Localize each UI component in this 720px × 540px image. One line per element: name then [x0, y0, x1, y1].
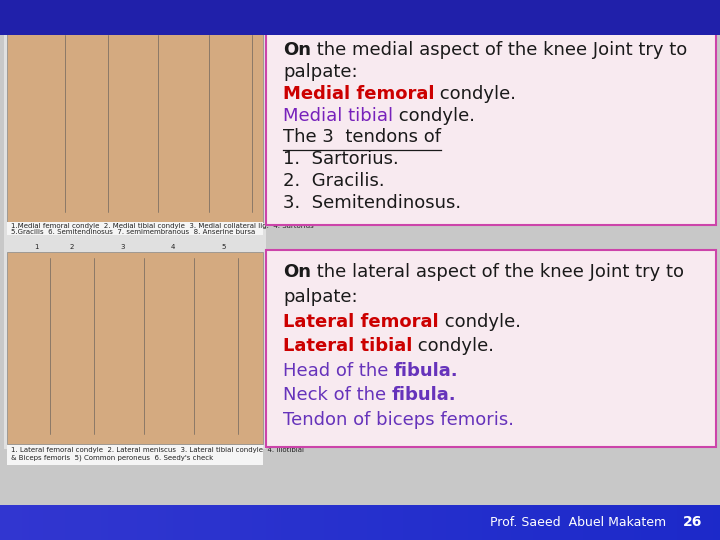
- Text: 26: 26: [683, 516, 702, 530]
- Text: 1.  Sartorius.: 1. Sartorius.: [283, 150, 399, 168]
- Text: 1: 1: [34, 244, 38, 250]
- Text: condyle.: condyle.: [393, 106, 475, 125]
- Bar: [7, 222, 263, 235]
- Text: 5: 5: [221, 244, 225, 250]
- Text: Neck of the: Neck of the: [283, 387, 392, 404]
- Text: & Biceps femoris  5) Common peroneus  6. Seedy's check: & Biceps femoris 5) Common peroneus 6. S…: [11, 455, 213, 461]
- Text: 3.  Semitendinosus.: 3. Semitendinosus.: [283, 194, 461, 212]
- Text: Medial femoral: Medial femoral: [283, 85, 434, 103]
- Text: Medial tibial: Medial tibial: [283, 106, 393, 125]
- Text: condyle.: condyle.: [413, 337, 495, 355]
- Text: condyle.: condyle.: [434, 85, 516, 103]
- Text: 4: 4: [185, 22, 189, 28]
- Text: Prof. Saeed  Abuel Makatem: Prof. Saeed Abuel Makatem: [490, 516, 666, 529]
- Text: fibula.: fibula.: [392, 387, 456, 404]
- Text: palpate:: palpate:: [283, 288, 358, 306]
- Text: 1: 1: [41, 22, 45, 28]
- Text: 2: 2: [84, 22, 89, 28]
- Text: 5: 5: [228, 22, 233, 28]
- FancyBboxPatch shape: [266, 250, 716, 447]
- Text: the medial aspect of the knee Joint try to: the medial aspect of the knee Joint try …: [311, 41, 687, 59]
- Text: On: On: [283, 264, 311, 281]
- Text: palpate:: palpate:: [283, 63, 358, 81]
- Text: 5.Gracilis  6. Semitendinosus  7. semimembranous  8. Anserine bursa: 5.Gracilis 6. Semitendinosus 7. semimemb…: [11, 230, 255, 235]
- Text: fibula.: fibula.: [394, 362, 459, 380]
- Bar: [7, 446, 263, 464]
- Text: the lateral aspect of the knee Joint try to: the lateral aspect of the knee Joint try…: [311, 264, 684, 281]
- Text: Head of the: Head of the: [283, 362, 394, 380]
- Text: 2: 2: [70, 244, 74, 250]
- Text: 4: 4: [171, 244, 175, 250]
- Text: On: On: [283, 41, 311, 59]
- Text: 2.  Gracilis.: 2. Gracilis.: [283, 172, 384, 190]
- Text: 3: 3: [135, 22, 139, 28]
- Bar: [0, 0, 720, 35]
- Text: 3: 3: [120, 244, 125, 250]
- Bar: [7, 253, 263, 444]
- Text: Lateral femoral: Lateral femoral: [283, 313, 438, 330]
- Text: Tendon of biceps femoris.: Tendon of biceps femoris.: [283, 411, 514, 429]
- Bar: [4, 25, 266, 449]
- Bar: [7, 30, 263, 222]
- Text: The 3  tendons of: The 3 tendons of: [283, 129, 441, 146]
- FancyBboxPatch shape: [266, 28, 716, 225]
- Text: condyle.: condyle.: [438, 313, 521, 330]
- Text: 1.Medial femoral condyle  2. Medial tibial condyle  3. Medial collateral lig.  4: 1.Medial femoral condyle 2. Medial tibia…: [11, 223, 313, 229]
- Text: Lateral tibial: Lateral tibial: [283, 337, 413, 355]
- Text: 1. Lateral femoral condyle  2. Lateral meniscus  3. Lateral tibial condyle  4. I: 1. Lateral femoral condyle 2. Lateral me…: [11, 447, 304, 453]
